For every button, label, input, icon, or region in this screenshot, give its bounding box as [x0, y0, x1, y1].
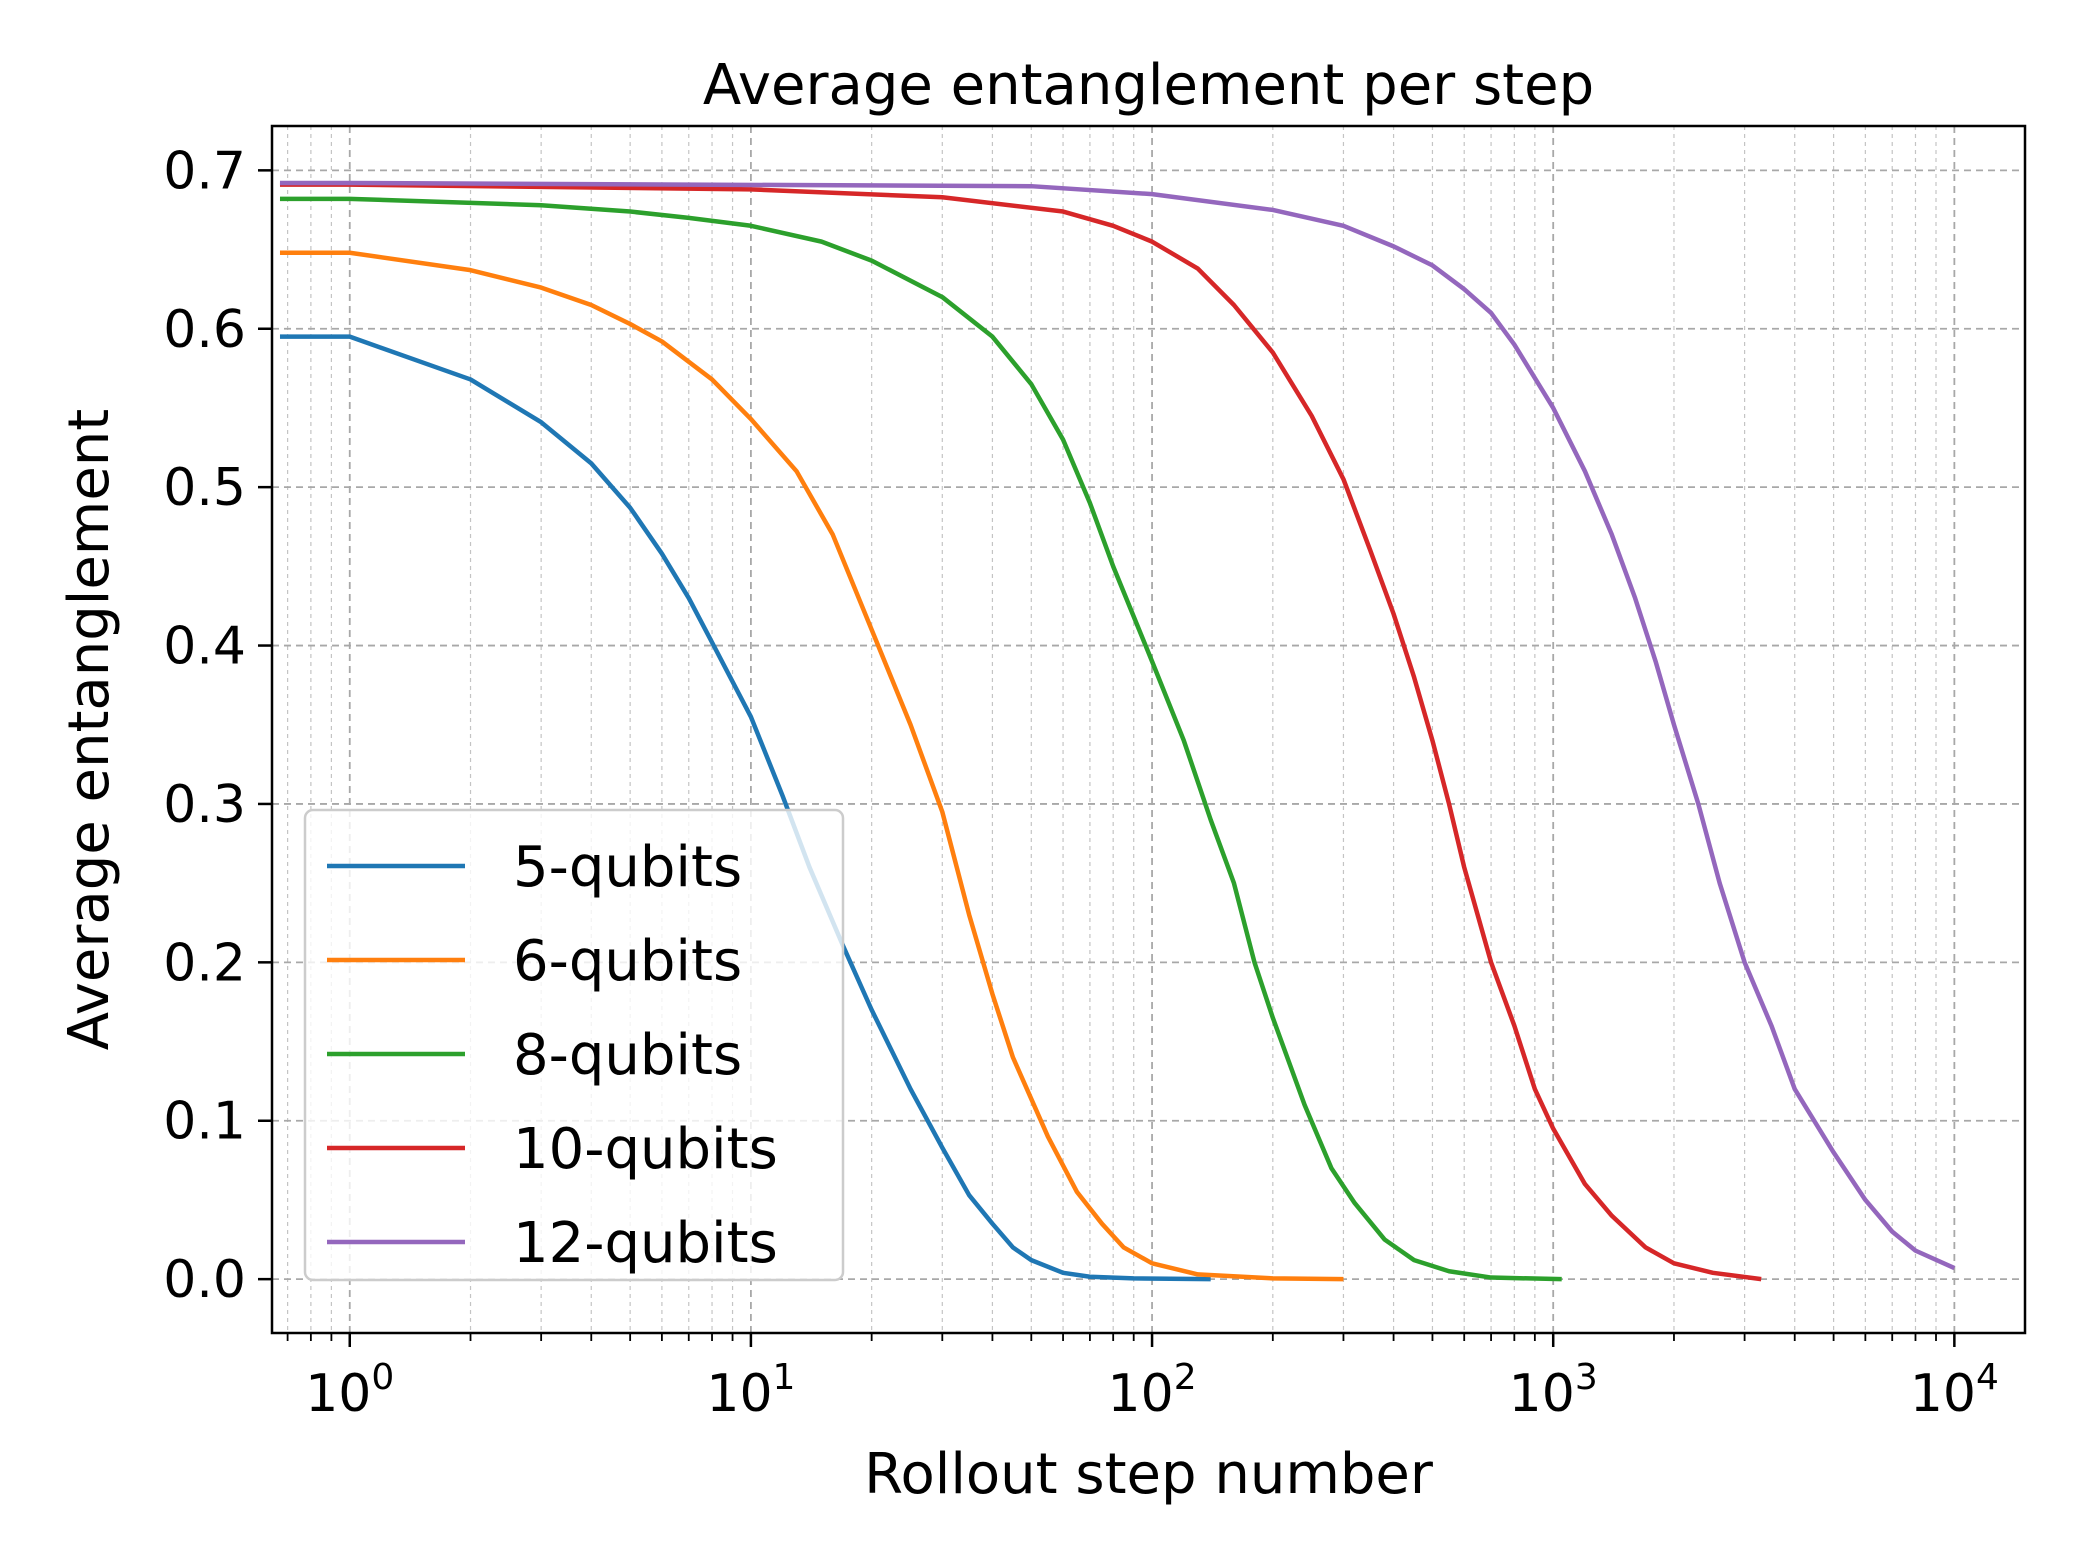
legend: 5-qubits 6-qubits 8-qubits 10-qubits 12-qubi… — [303, 808, 845, 1282]
y-tick-labels: 0.0 0.1 0.2 0.3 0.4 0.5 0.6 0.7 — [163, 141, 246, 1310]
axis-ticks — [258, 169, 1956, 1347]
y-tick-label: 0.0 — [163, 1250, 246, 1310]
x-tick-labels: 100 101 102 103 104 — [305, 1357, 1999, 1424]
minor-grid — [287, 126, 1937, 1333]
x-axis-label: Rollout step number — [864, 1442, 1434, 1507]
y-tick-label: 0.4 — [163, 617, 246, 677]
x-tick-label: 101 — [706, 1357, 795, 1424]
y-tick-label: 0.3 — [163, 775, 246, 835]
y-axis-label: Average entanglement — [57, 409, 122, 1050]
chart-title: Average entanglement per step — [703, 53, 1594, 118]
legend-label: 6-qubits — [513, 929, 742, 994]
y-tick-label: 0.1 — [163, 1092, 246, 1152]
y-tick-label: 0.5 — [163, 458, 246, 518]
legend-label: 10-qubits — [513, 1117, 778, 1182]
y-tick-label: 0.7 — [163, 141, 246, 201]
y-tick-label: 0.2 — [163, 933, 246, 993]
series-line-6-qubits — [279, 250, 1344, 1282]
x-tick-label: 103 — [1509, 1357, 1598, 1424]
legend-label: 8-qubits — [513, 1023, 742, 1088]
legend-label: 5-qubits — [513, 835, 742, 900]
x-tick-label: 102 — [1108, 1357, 1197, 1424]
y-tick-label: 0.6 — [163, 300, 246, 360]
legend-box — [303, 808, 845, 1282]
x-tick-label: 104 — [1910, 1357, 1999, 1424]
series-line-8-qubits — [279, 196, 1562, 1282]
plot-frame — [270, 124, 2027, 1335]
series-line-10-qubits — [279, 182, 1762, 1282]
legend-label: 12-qubits — [513, 1211, 778, 1276]
series-line-12-qubits — [279, 180, 1956, 1271]
x-tick-label: 100 — [305, 1357, 394, 1424]
